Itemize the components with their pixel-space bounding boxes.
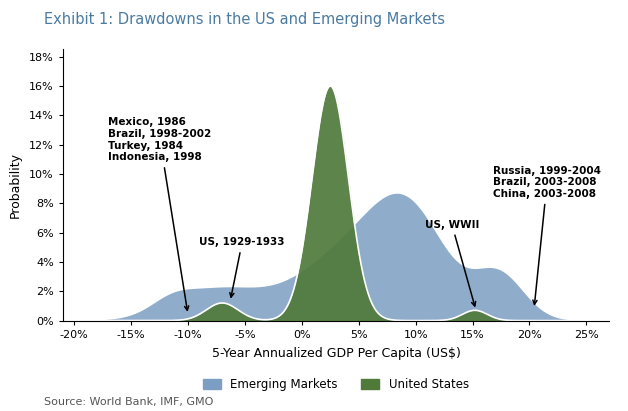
Text: Source: World Bank, IMF, GMO: Source: World Bank, IMF, GMO	[44, 397, 214, 407]
Y-axis label: Probability: Probability	[9, 152, 22, 218]
Text: US, WWII: US, WWII	[425, 219, 479, 306]
Text: Exhibit 1: Drawdowns in the US and Emerging Markets: Exhibit 1: Drawdowns in the US and Emerg…	[44, 12, 445, 27]
Legend: Emerging Markets, United States: Emerging Markets, United States	[198, 374, 474, 396]
Text: US, 1929-1933: US, 1929-1933	[200, 237, 285, 297]
Text: Russia, 1999-2004
Brazil, 2003-2008
China, 2003-2008: Russia, 1999-2004 Brazil, 2003-2008 Chin…	[493, 166, 601, 305]
X-axis label: 5-Year Annualized GDP Per Capita (US$): 5-Year Annualized GDP Per Capita (US$)	[212, 346, 460, 360]
Text: Mexico, 1986
Brazil, 1998-2002
Turkey, 1984
Indonesia, 1998: Mexico, 1986 Brazil, 1998-2002 Turkey, 1…	[108, 118, 212, 310]
